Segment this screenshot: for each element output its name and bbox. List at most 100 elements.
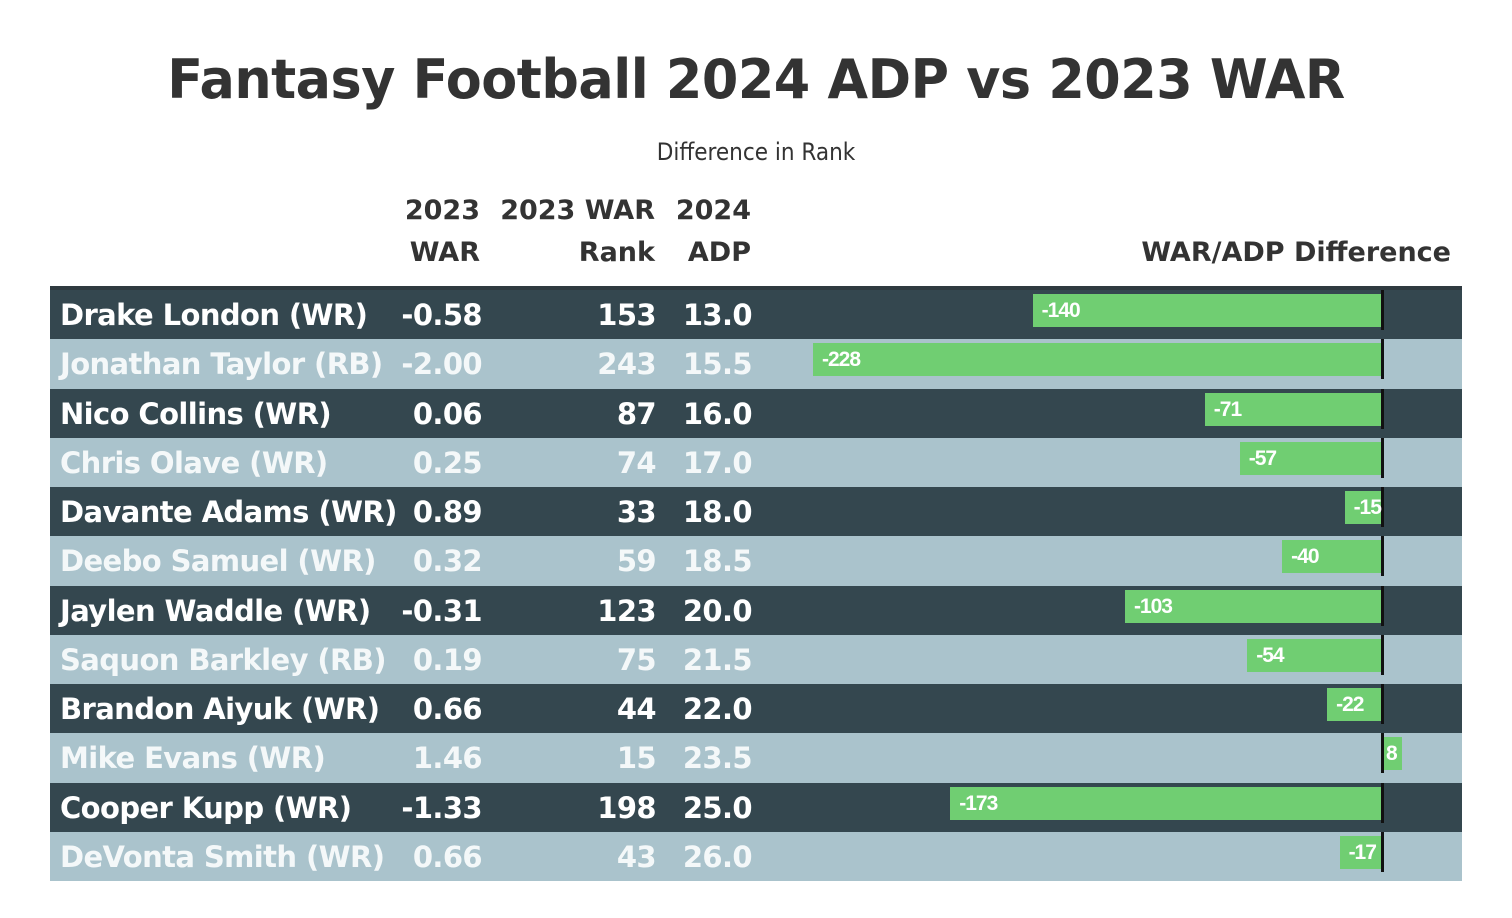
table-row: Cooper Kupp (WR) -1.33 198 25.0 -173 <box>50 782 1462 832</box>
table-row: Davante Adams (WR) 0.89 33 18.0 -15 <box>50 487 1462 537</box>
war-value: -0.31 <box>401 593 482 628</box>
war-value: 0.66 <box>412 839 483 874</box>
header-adp-line2: ADP <box>687 237 751 268</box>
zero-line <box>1381 487 1384 527</box>
adp-value: 23.5 <box>682 741 753 776</box>
chart-title: Fantasy Football 2024 ADP vs 2023 WAR <box>167 48 1345 111</box>
adp-value: 25.0 <box>682 790 753 825</box>
chart-subtitle: Difference in Rank <box>656 138 856 166</box>
player-name: Saquon Barkley (RB) <box>60 642 387 677</box>
bar-data-label: -15 <box>1353 496 1382 519</box>
adp-value: 17.0 <box>682 445 753 480</box>
zero-line <box>1381 536 1384 577</box>
header-war-line1: 2023 <box>404 195 480 226</box>
player-name: Deebo Samuel (WR) <box>60 544 376 579</box>
difference-bar <box>950 786 1382 820</box>
adp-value: 18.5 <box>682 544 753 579</box>
war-rank-value: 75 <box>616 642 657 677</box>
table-row: Nico Collins (WR) 0.06 87 16.0 -71 <box>50 388 1462 438</box>
adp-value: 20.0 <box>682 593 753 628</box>
war-rank-value: 44 <box>616 692 657 726</box>
war-value: 1.46 <box>412 741 483 776</box>
war-value: -1.33 <box>401 790 482 825</box>
adp-value: 18.0 <box>682 495 753 529</box>
zero-line <box>1381 290 1384 330</box>
war-rank-value: 123 <box>597 593 656 628</box>
war-rank-value: 15 <box>616 741 657 776</box>
adp-value: 16.0 <box>682 396 753 431</box>
zero-line <box>1381 437 1384 478</box>
difference-bar <box>1382 737 1402 771</box>
war-value: 0.19 <box>412 642 483 677</box>
war-rank-value: 43 <box>616 839 657 874</box>
war-rank-value: 198 <box>597 790 656 825</box>
zero-line <box>1381 831 1384 872</box>
war-rank-value: 74 <box>616 445 657 480</box>
zero-line <box>1381 339 1384 380</box>
bar-data-label: -57 <box>1248 446 1277 470</box>
player-name: Brandon Aiyuk (WR) <box>60 692 380 726</box>
difference-bar <box>1339 835 1382 869</box>
bar-data-label: -22 <box>1336 693 1364 716</box>
difference-bar <box>1344 491 1382 524</box>
bar-data-label: -54 <box>1256 643 1284 667</box>
adp-value: 13.0 <box>682 298 753 332</box>
zero-line <box>1381 585 1384 626</box>
adp-value: 26.0 <box>682 839 753 874</box>
table-row: Saquon Barkley (RB) 0.19 75 21.5 -54 <box>50 634 1462 684</box>
player-name: Davante Adams (WR) <box>60 495 397 529</box>
war-value: 0.66 <box>412 692 483 726</box>
zero-line <box>1381 684 1384 724</box>
adp-value: 21.5 <box>682 642 753 677</box>
bar-data-label: -173 <box>959 791 998 815</box>
war-value: -0.58 <box>401 298 482 332</box>
table-row: Jaylen Waddle (WR) -0.31 123 20.0 -103 <box>50 585 1462 635</box>
war-rank-value: 87 <box>616 396 657 431</box>
difference-bar <box>813 343 1382 377</box>
bar-data-label: -228 <box>822 348 861 372</box>
table-row: Mike Evans (WR) 1.46 15 23.5 8 <box>50 733 1462 783</box>
bar-data-label: -17 <box>1348 840 1377 864</box>
difference-bar <box>1124 589 1382 623</box>
war-rank-value: 243 <box>597 347 656 382</box>
zero-line <box>1381 388 1384 429</box>
player-name: Cooper Kupp (WR) <box>60 790 352 825</box>
bar-data-label: -71 <box>1213 397 1242 421</box>
war-value: 0.06 <box>412 396 483 431</box>
bar-data-label: -40 <box>1291 545 1319 569</box>
war-value: 0.25 <box>412 445 483 480</box>
table-row: Drake London (WR) -0.58 153 13.0 -140 <box>50 290 1462 340</box>
header-diff: WAR/ADP Difference <box>1141 237 1451 268</box>
header-rank-line2: Rank <box>578 237 655 268</box>
difference-bar <box>1247 638 1382 672</box>
difference-bar <box>1204 392 1382 426</box>
difference-bar <box>1032 294 1382 327</box>
table-top-border <box>50 286 1462 290</box>
player-name: Mike Evans (WR) <box>60 741 326 776</box>
adp-value: 22.0 <box>682 692 753 726</box>
war-value: 0.89 <box>412 495 483 529</box>
difference-bar <box>1327 688 1382 721</box>
player-name: Nico Collins (WR) <box>60 396 332 431</box>
difference-bar <box>1282 540 1382 574</box>
player-name: Jonathan Taylor (RB) <box>60 347 383 382</box>
header-adp-line1: 2024 <box>675 195 751 226</box>
war-rank-value: 153 <box>597 298 656 332</box>
war-rank-value: 59 <box>616 544 657 579</box>
table-row: Jonathan Taylor (RB) -2.00 243 15.5 -228 <box>50 339 1462 389</box>
adp-value: 15.5 <box>682 347 753 382</box>
bar-data-label: -103 <box>1133 594 1173 618</box>
player-name: Jaylen Waddle (WR) <box>60 593 371 628</box>
table-row: Brandon Aiyuk (WR) 0.66 44 22.0 -22 <box>50 684 1462 734</box>
war-value: -2.00 <box>401 347 482 382</box>
war-rank-value: 33 <box>616 495 657 529</box>
header-rank-line1: 2023 WAR <box>500 195 655 226</box>
zero-line <box>1381 634 1384 675</box>
zero-line <box>1381 782 1384 823</box>
header-war-line2: WAR <box>409 237 480 268</box>
table-row: Chris Olave (WR) 0.25 74 17.0 -57 <box>50 437 1462 487</box>
table-row: DeVonta Smith (WR) 0.66 43 26.0 -17 <box>50 831 1462 881</box>
difference-bar <box>1239 441 1382 475</box>
bar-data-label: 8 <box>1386 742 1398 766</box>
player-name: DeVonta Smith (WR) <box>60 839 385 874</box>
